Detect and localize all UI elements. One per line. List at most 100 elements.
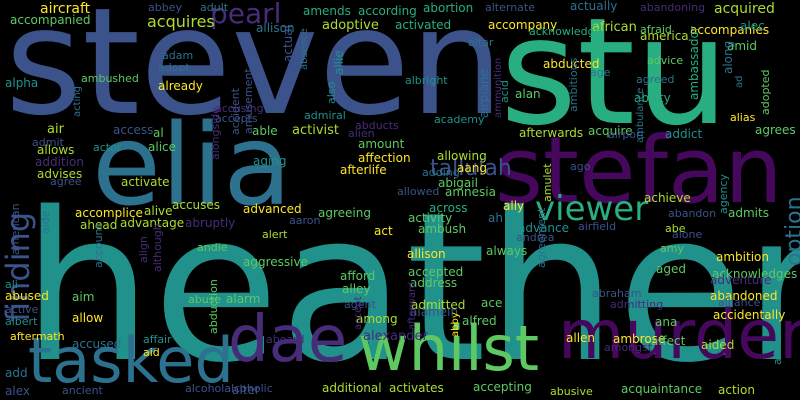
- word-agent: agent: [344, 298, 376, 311]
- word-aang: aang: [457, 161, 487, 175]
- word-ambassador: ambassador: [687, 26, 701, 100]
- word-adam: adam: [162, 49, 194, 62]
- word-stu: stu: [500, 0, 729, 158]
- word-affection: affection: [358, 151, 411, 165]
- word-across: across: [429, 201, 468, 215]
- word-aided: aided: [701, 338, 735, 352]
- word-aaron: aaron: [289, 214, 321, 227]
- word-allen: allen: [566, 331, 596, 345]
- word-aftermath: aftermath: [10, 330, 65, 343]
- word-activate: activate: [121, 175, 170, 189]
- word-abby: abby: [450, 312, 461, 337]
- word-alley: alley: [342, 282, 371, 296]
- word-align: align: [137, 236, 150, 263]
- word-accident: accident: [229, 88, 242, 135]
- word-option: option: [782, 196, 800, 266]
- word-advanced: advanced: [243, 202, 302, 216]
- word-alice: alice: [148, 140, 177, 154]
- word-actor: actor: [93, 141, 122, 154]
- word-dae: dae: [228, 303, 348, 377]
- word-afterwards: afterwards: [519, 126, 584, 140]
- word-abused: abused: [5, 289, 49, 303]
- word-stefan: stefan: [495, 117, 783, 224]
- word-whilst: whilst: [358, 312, 540, 385]
- word-amy: amy: [660, 242, 684, 255]
- word-agreeing: agreeing: [318, 206, 371, 220]
- word-abortion: abortion: [423, 1, 474, 15]
- word-accompanied: accompanied: [10, 13, 91, 27]
- word-aim: aim: [72, 290, 95, 304]
- word-accept: accept: [353, 296, 364, 330]
- word-abruptly: abruptly: [185, 216, 236, 230]
- word-act: act: [374, 224, 393, 238]
- word-alert: alert: [262, 228, 288, 241]
- word-amulet: amulet: [541, 163, 554, 202]
- word-aging: aging: [253, 154, 287, 168]
- word-abducted: abducted: [543, 57, 600, 71]
- word-also: also: [325, 81, 338, 104]
- word-aboard: aboard: [266, 333, 305, 346]
- word-adding: adding: [422, 166, 460, 179]
- word-alexander: alexander: [363, 329, 428, 344]
- word-abraham: abraham: [592, 287, 642, 300]
- word-ally: ally: [503, 199, 525, 213]
- word-heather: heather: [22, 168, 800, 400]
- word-alec: alec: [740, 19, 765, 33]
- word-address: address: [410, 276, 458, 290]
- word-affair: affair: [143, 333, 172, 346]
- word-afterlife: afterlife: [340, 163, 387, 177]
- word-adopted: adopted: [759, 69, 772, 116]
- word-ammunition: ammunition: [493, 57, 504, 118]
- word-amongst: amongst: [604, 341, 653, 354]
- word-abducts: abducts: [355, 119, 399, 132]
- word-african: african: [592, 20, 637, 35]
- word-alamein: alamein: [410, 305, 459, 319]
- word-abduction: abduction: [207, 279, 220, 334]
- word-ana: ana: [655, 315, 678, 329]
- word-ambushed: ambushed: [81, 72, 139, 85]
- word-elia: elia: [92, 101, 292, 231]
- word-alcoholalcoholic: alcoholalcoholic: [185, 382, 273, 395]
- word-ali: ali: [5, 278, 18, 291]
- word-among: among: [356, 312, 398, 326]
- word-tallulah: tallulah: [430, 156, 512, 181]
- word-admiral: admiral: [304, 109, 346, 122]
- word-andie: andie: [197, 241, 228, 254]
- word-acquires: acquires: [147, 12, 215, 31]
- word-airplane: airplane: [477, 69, 491, 118]
- word-agree: agree: [50, 175, 82, 188]
- word-activates: activates: [389, 381, 444, 395]
- word-actually: actually: [570, 0, 618, 13]
- word-alan: alan: [515, 87, 541, 101]
- word-accuses: accuses: [172, 198, 221, 212]
- word-agrees: agrees: [755, 123, 796, 137]
- word-absence: absence: [299, 28, 310, 70]
- word-alfred: alfred: [462, 314, 497, 328]
- word-add: add: [5, 366, 28, 380]
- word-admit: admit: [32, 136, 64, 149]
- word-amid: amid: [727, 39, 757, 53]
- word-action: action: [718, 383, 755, 397]
- word-allison: allison: [256, 21, 295, 35]
- word-acquired: acquired: [714, 1, 775, 17]
- word-adopt: adopt: [158, 61, 190, 74]
- word-accompanies: accompanies: [690, 23, 770, 37]
- word-america: america: [640, 29, 689, 43]
- word-abigail: abigail: [438, 176, 478, 190]
- word-account: account: [92, 224, 105, 268]
- word-addition: addition: [35, 155, 84, 169]
- word-activity: activity: [408, 211, 453, 225]
- word-advantage: advantage: [120, 216, 185, 230]
- word-affect: affect: [651, 334, 686, 348]
- word-allie: allie: [332, 50, 346, 75]
- word-ahead: ahead: [80, 218, 118, 232]
- word-addict: addict: [665, 127, 703, 141]
- word-adventure: adventure: [710, 273, 772, 287]
- word-amusement: amusement: [242, 68, 255, 134]
- word-although: although: [151, 223, 164, 272]
- word-albright: albright: [405, 74, 448, 87]
- word-abe: abe: [665, 222, 686, 235]
- word-pearl: pearl: [210, 0, 282, 30]
- word-alliance: alliance: [718, 296, 761, 309]
